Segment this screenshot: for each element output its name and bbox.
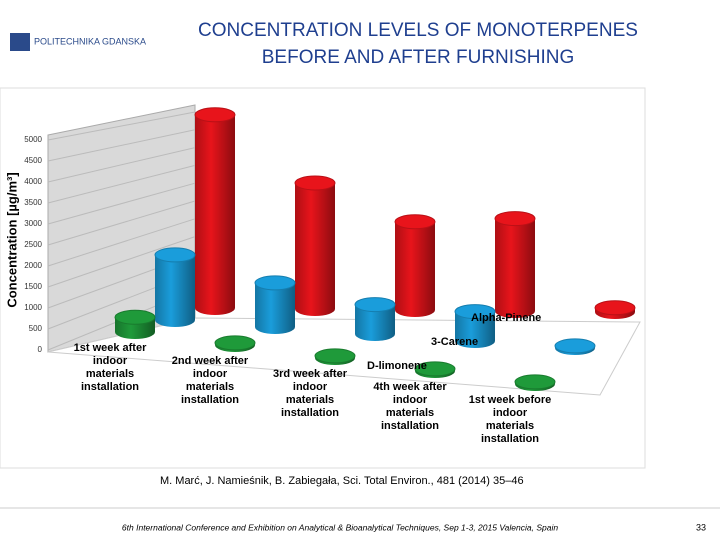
bar-top <box>454 304 496 320</box>
bar <box>554 338 596 355</box>
bar <box>354 297 396 341</box>
footer-text: 6th International Conference and Exhibit… <box>122 522 558 532</box>
bar <box>594 300 636 319</box>
y-tick-label: 1000 <box>24 303 42 312</box>
bar-body <box>455 311 495 348</box>
citation: M. Marć, J. Namieśnik, B. Zabiegała, Sci… <box>160 475 524 487</box>
x-tick-line: indoor <box>293 381 328 393</box>
grid-line <box>47 200 196 246</box>
bar-top <box>414 361 456 377</box>
y-tick-label: 3500 <box>24 198 42 207</box>
x-tick-line: 2nd week after <box>172 355 249 367</box>
grid-line <box>47 129 196 162</box>
legend-label: 3-Carene <box>431 336 478 348</box>
legend-label: Alpha-Pinene <box>471 312 541 324</box>
grid-line <box>47 218 196 267</box>
bar <box>454 304 496 348</box>
y-tick-label: 3000 <box>24 219 42 228</box>
bar-top <box>254 275 296 291</box>
x-tick-label: 3rd week after indoor materials installatio… <box>273 368 348 419</box>
bar <box>114 309 156 339</box>
x-tick-line: indoor <box>493 407 528 419</box>
y-tick-label: 4000 <box>24 177 42 186</box>
x-tick-line: materials <box>186 381 234 393</box>
bar <box>414 361 456 378</box>
y-tick-label: 500 <box>29 324 43 333</box>
y-tick-label: 2500 <box>24 240 42 249</box>
bar <box>294 175 336 316</box>
y-tick-label: 5000 <box>24 135 42 144</box>
bar <box>514 374 556 391</box>
x-tick-line: indoor <box>193 368 228 380</box>
grid-line <box>47 111 196 141</box>
bar-body <box>255 282 295 334</box>
bar-top <box>294 175 336 191</box>
bar-body <box>395 221 435 317</box>
x-tick-line: installation <box>481 433 539 445</box>
title-line: CONCENTRATION LEVELS OF MONOTERPENES <box>198 20 638 41</box>
x-tick-line: 1st week before <box>469 394 552 406</box>
grid-line <box>47 147 196 183</box>
x-tick-line: materials <box>86 368 134 380</box>
title-line: BEFORE AND AFTER FURNISHING <box>262 47 574 68</box>
page-number: 33 <box>696 522 706 532</box>
x-tick-line: installation <box>181 394 239 406</box>
bar-body <box>355 304 395 341</box>
bar <box>154 247 196 327</box>
bar-top <box>194 107 236 123</box>
x-tick-line: indoor <box>93 355 128 367</box>
bar-body <box>295 183 335 316</box>
bar <box>314 348 356 365</box>
x-tick-line: materials <box>386 407 434 419</box>
grid-line <box>47 236 196 288</box>
x-tick-line: materials <box>486 420 534 432</box>
bar <box>194 107 236 315</box>
bar-top <box>394 214 436 230</box>
x-tick-label: 1st week before indoor materials installati… <box>469 394 552 445</box>
y-tick-label: 2000 <box>24 261 42 270</box>
x-tick-line: installation <box>81 381 139 393</box>
x-tick-line: materials <box>286 394 334 406</box>
y-tick-label: 1500 <box>24 282 42 291</box>
x-tick-line: installation <box>381 420 439 432</box>
bar <box>394 214 436 317</box>
x-tick-line: installation <box>281 407 339 419</box>
bar <box>494 211 536 318</box>
legend-label: D-limonene <box>367 360 427 372</box>
y-axis-label: Concentration [µg/m³] <box>4 172 19 307</box>
bar <box>254 275 296 334</box>
x-tick-label: 4th week after indoor materials installatio… <box>373 381 447 432</box>
x-tick-line: 4th week after <box>373 381 447 393</box>
bar-top <box>494 211 536 227</box>
bar-top <box>314 348 356 364</box>
bar-body <box>495 218 535 318</box>
logo-icon <box>10 33 30 51</box>
bar-body <box>155 254 195 327</box>
logo-text: POLITECHNIKA GDANSKA <box>34 36 146 46</box>
x-tick-label: 2nd week after indoor materials installatio… <box>172 355 249 406</box>
x-tick-line: indoor <box>393 394 428 406</box>
y-tick-label: 4500 <box>24 156 42 165</box>
y-tick-label: 0 <box>38 345 43 354</box>
bar-top <box>554 338 596 354</box>
grid-line <box>47 164 196 204</box>
bar-top <box>214 335 256 351</box>
bar-top <box>154 247 196 263</box>
bar-top <box>114 309 156 325</box>
x-tick-label: 1st week after indoor materials installatio… <box>74 342 147 393</box>
grid-line <box>47 182 196 225</box>
bar-top <box>514 374 556 390</box>
x-tick-line: 3rd week after <box>273 368 348 380</box>
bar <box>214 335 256 352</box>
bar-top <box>594 300 636 316</box>
bar-top <box>354 297 396 313</box>
x-tick-line: 1st week after <box>74 342 147 354</box>
bar-body <box>195 114 235 315</box>
